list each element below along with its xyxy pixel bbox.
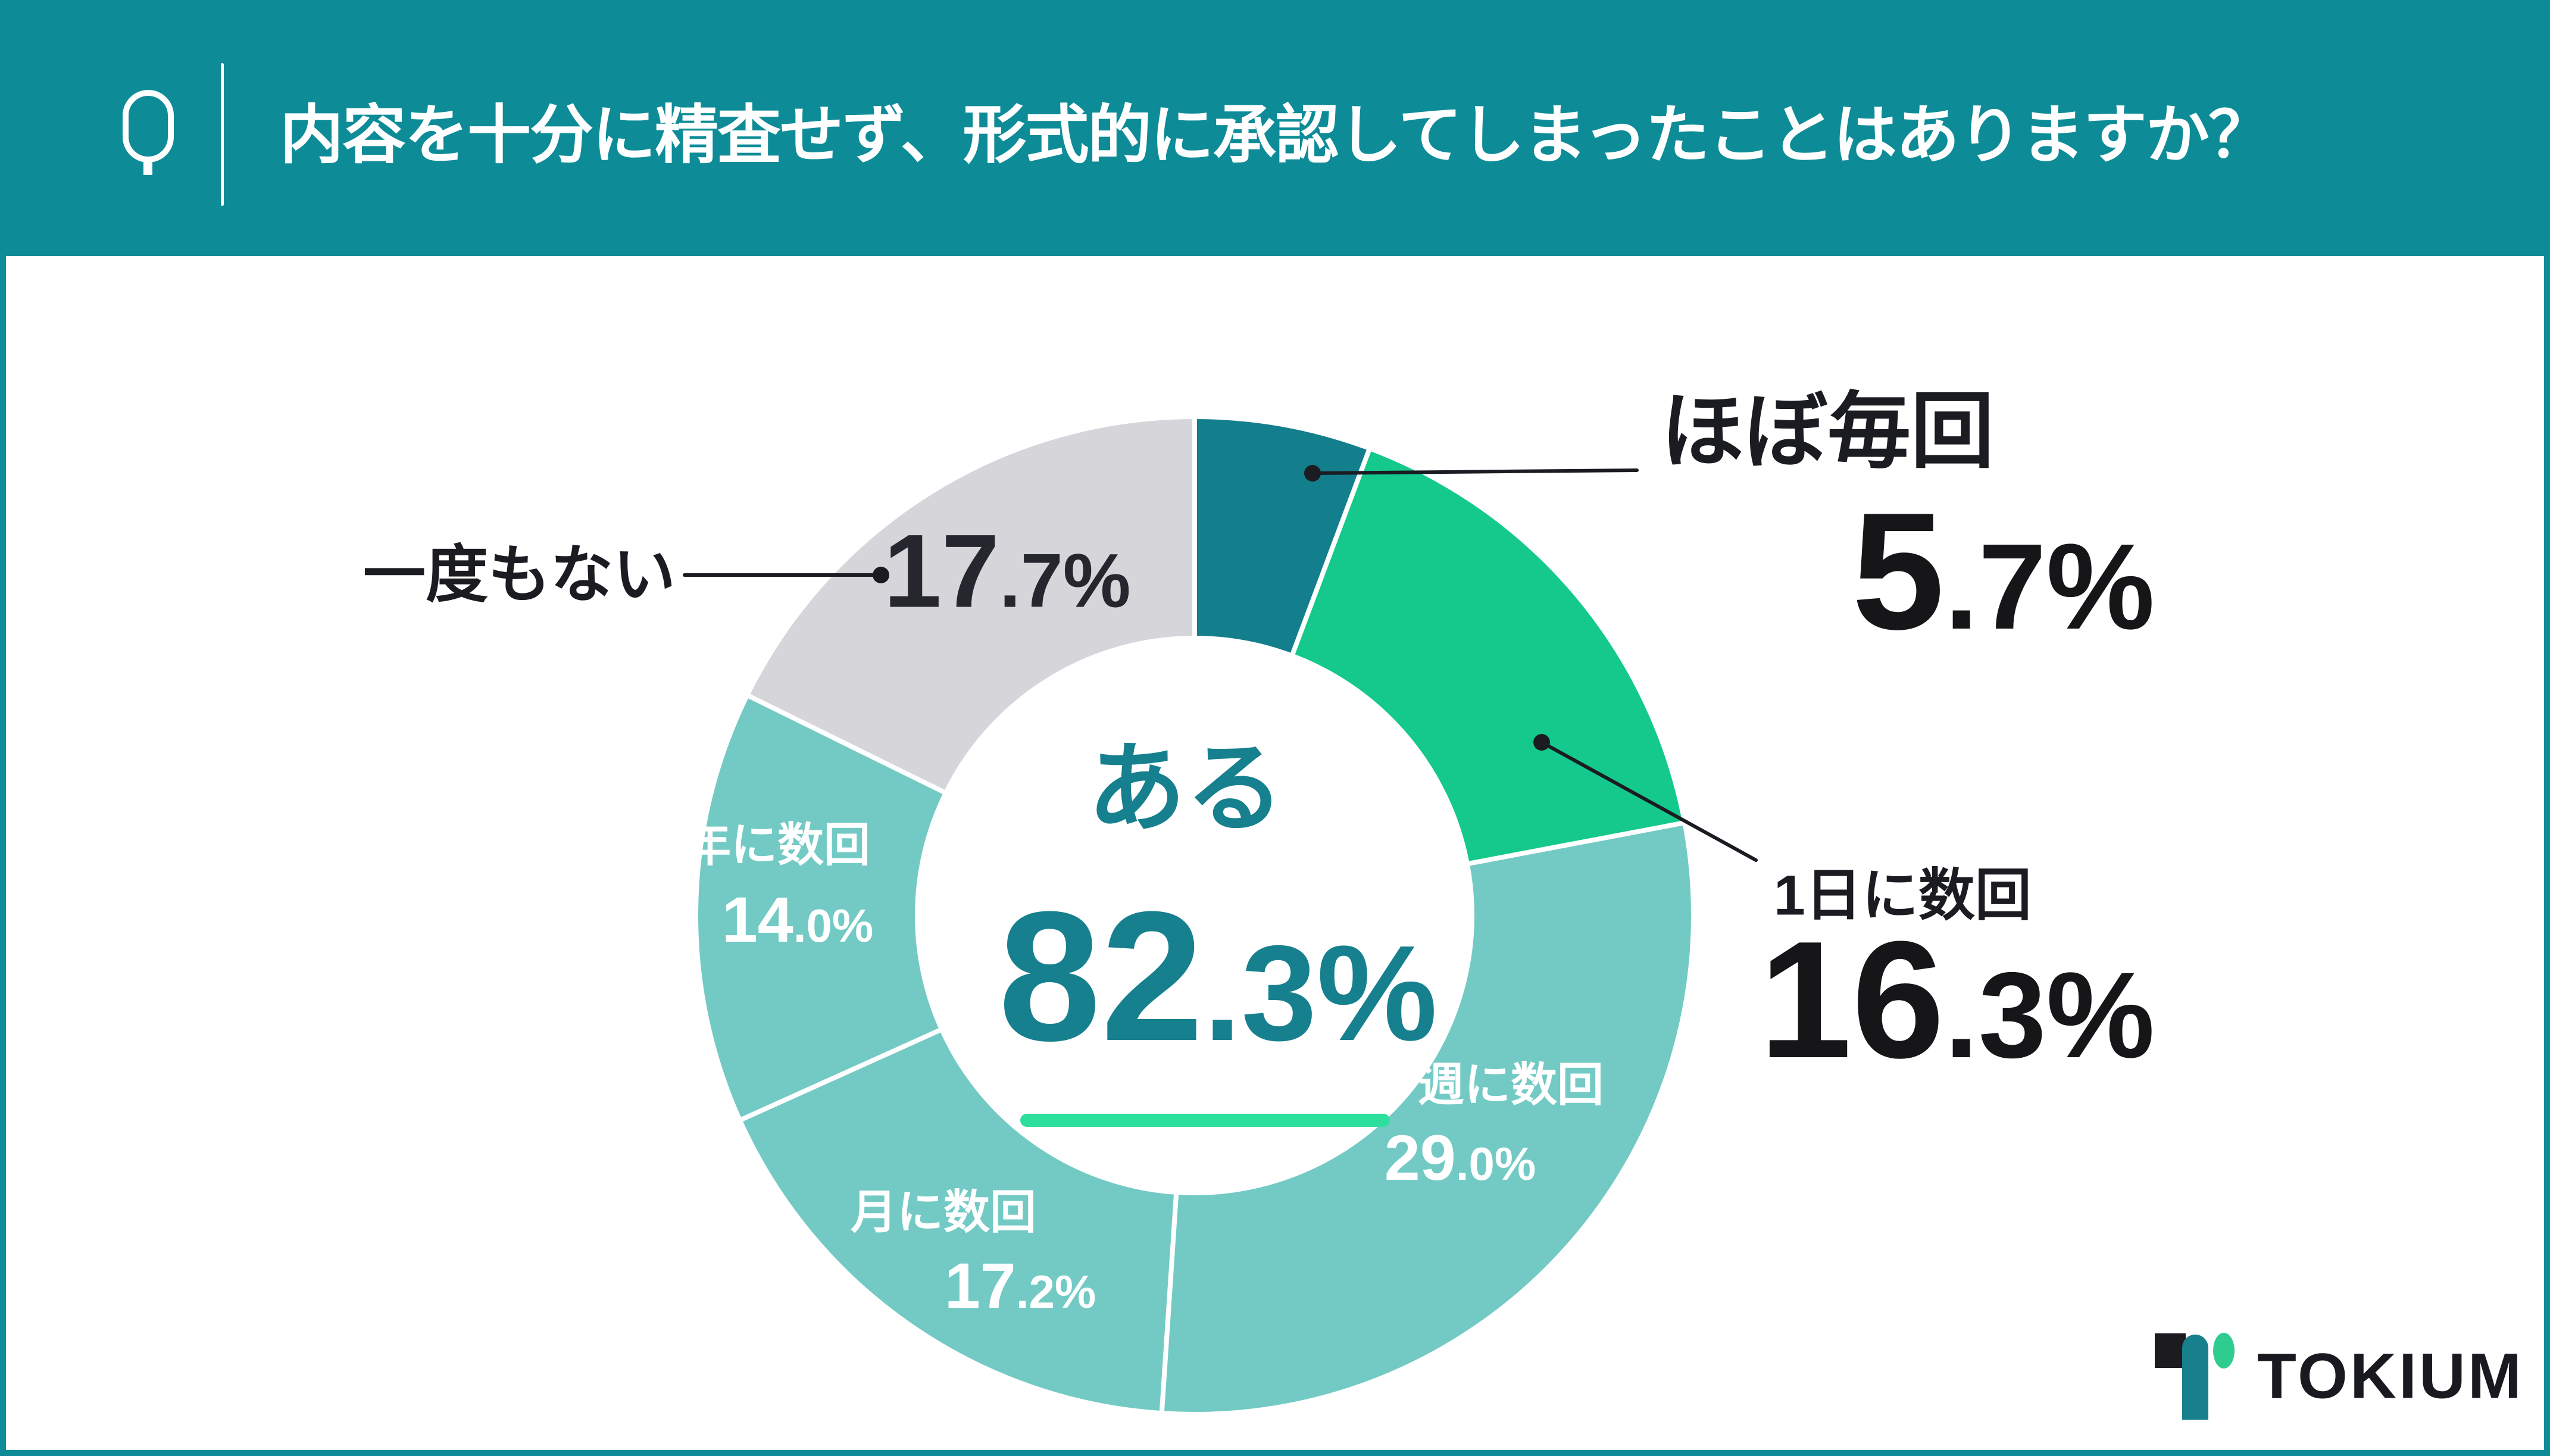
value-int: 17	[883, 513, 1000, 630]
value-frac: .7%	[1944, 518, 2155, 655]
slice-value-several-times-a-year: 14.0%	[722, 888, 874, 952]
q-mark-icon	[123, 90, 174, 175]
tokium-logo-text: TOKIUM	[2257, 1339, 2524, 1412]
tokium-mark-dot	[2213, 1333, 2235, 1368]
value-frac: .7%	[999, 538, 1131, 624]
tokium-logo: TOKIUM	[2155, 1325, 2521, 1420]
center-answer-label: ある	[1088, 733, 1284, 843]
callout-value-several-times-a-day: 16.3%	[1759, 917, 2155, 1083]
value-frac: .0%	[1455, 1138, 1536, 1190]
leader-dot	[1304, 465, 1321, 482]
slice-label-several-times-a-year: 年に数回	[684, 818, 871, 871]
callout-label-several-times-a-day: 1日に数回	[1774, 864, 2032, 927]
value-int: 82	[998, 873, 1204, 1079]
leader-dot	[1533, 734, 1550, 751]
slice-value-several-times-a-week: 29.0%	[1385, 1126, 1536, 1190]
pie-segment-2	[1159, 820, 1696, 1417]
slice-label-several-times-a-month: 月に数回	[850, 1186, 1037, 1238]
header-divider	[221, 63, 224, 206]
question-title: 内容を十分に精査せず、形式的に承認してしまったことはありますか？	[280, 99, 2272, 171]
callout-value-almost-every-time: 5.7%	[1852, 488, 2155, 655]
value-int: 14	[721, 883, 793, 955]
value-frac: .2%	[1015, 1266, 1096, 1318]
center-underline	[1020, 1114, 1390, 1127]
value-int: 29	[1384, 1121, 1456, 1193]
slice-value-several-times-a-month: 17.2%	[945, 1254, 1096, 1318]
value-int: 17	[944, 1249, 1016, 1321]
pie-segment-5	[745, 414, 1197, 796]
tokium-mark-square	[2155, 1333, 2186, 1368]
value-frac: .3%	[1944, 947, 2155, 1083]
value-int: 16	[1759, 907, 1945, 1093]
leader-line	[1311, 468, 1639, 475]
slice-value-never: 17.7%	[883, 520, 1130, 624]
callout-label-almost-every-time: ほぼ毎回	[1661, 385, 1995, 478]
pie-segment-4	[693, 692, 948, 1123]
value-int: 5	[1852, 479, 1945, 664]
value-frac: .0%	[793, 899, 874, 952]
pie-segment-1	[1289, 446, 1688, 867]
tokium-mark-stem	[2182, 1335, 2208, 1420]
center-answer-value: 82.3%	[998, 884, 1438, 1068]
value-frac: .3%	[1203, 918, 1438, 1069]
leader-line	[1540, 741, 1758, 862]
header-band: 内容を十分に精査せず、形式的に承認してしまったことはありますか？	[0, 0, 2550, 256]
leader-dot	[873, 567, 889, 583]
pie-segment-3	[737, 1027, 1179, 1416]
callout-label-never: 一度もない	[362, 540, 676, 610]
slice-label-several-times-a-week: 週に数回	[1417, 1058, 1604, 1111]
